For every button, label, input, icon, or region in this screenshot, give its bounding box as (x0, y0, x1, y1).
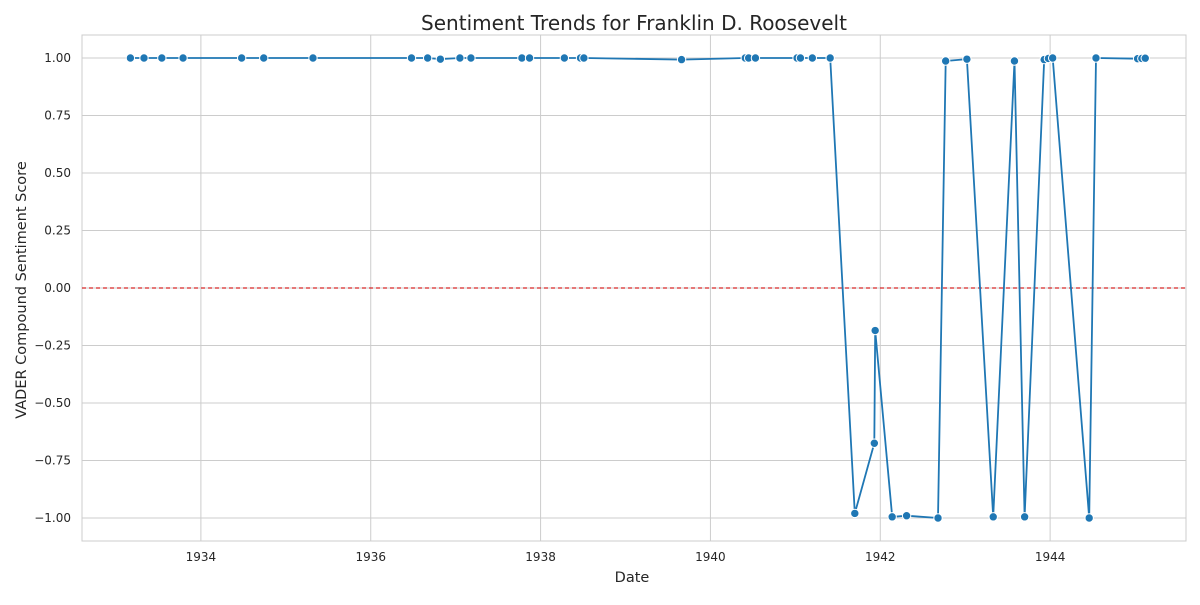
data-point (178, 53, 188, 63)
y-tick-label: 0.75 (44, 109, 71, 123)
data-point (750, 53, 761, 63)
data-point (435, 54, 446, 64)
data-point (1084, 513, 1094, 523)
data-point (308, 53, 318, 63)
y-tick-label: 0.25 (44, 224, 71, 238)
data-point (869, 438, 880, 448)
data-point (1047, 53, 1058, 63)
data-point (466, 53, 476, 63)
data-point (850, 508, 860, 519)
y-axis-title: VADER Compound Sentiment Score (14, 161, 30, 419)
y-tick-label: 1.00 (44, 51, 71, 65)
data-point (1019, 512, 1030, 522)
data-point (236, 53, 247, 63)
data-point (157, 53, 167, 63)
x-tick-labels: 1934 1936 1938 1940 1942 1944 (186, 550, 1066, 564)
x-tick-label: 1934 (186, 550, 217, 564)
series-layer (125, 53, 1150, 523)
data-point (1091, 53, 1101, 63)
data-point (988, 512, 998, 522)
data-point (940, 56, 951, 66)
y-tick-label: −1.00 (34, 511, 71, 525)
data-point (870, 325, 880, 336)
data-point (676, 54, 687, 65)
data-point (579, 53, 589, 63)
y-tick-labels: 1.00 0.75 0.50 0.25 0.00 −0.25 −0.50 −0.75 −1.00 (34, 51, 71, 525)
grid-layer (82, 35, 1186, 541)
data-point (1009, 56, 1020, 66)
y-tick-label: 0.50 (44, 166, 71, 180)
x-tick-label: 1938 (525, 550, 556, 564)
y-tick-label: −0.75 (34, 454, 71, 468)
x-tick-label: 1942 (865, 550, 896, 564)
y-tick-label: −0.50 (34, 396, 71, 410)
data-point (807, 53, 818, 63)
data-point (455, 53, 465, 63)
data-point (259, 53, 269, 63)
data-point (139, 53, 149, 63)
chart-title: Sentiment Trends for Franklin D. Rooseve… (421, 11, 847, 35)
data-point (933, 513, 943, 523)
data-point (125, 53, 136, 63)
x-tick-label: 1940 (695, 550, 726, 564)
data-point (825, 53, 835, 63)
x-axis-title: Date (615, 570, 650, 586)
data-point (517, 53, 527, 63)
data-point (795, 53, 806, 63)
y-tick-label: 0.00 (44, 281, 71, 295)
data-point (422, 53, 433, 63)
data-point (524, 53, 535, 63)
data-point (1140, 53, 1150, 63)
x-tick-label: 1944 (1035, 550, 1066, 564)
data-point (406, 53, 417, 63)
x-tick-label: 1936 (355, 550, 386, 564)
data-point (887, 512, 897, 522)
data-point (901, 511, 912, 521)
y-tick-label: −0.25 (34, 339, 71, 353)
data-point (962, 54, 972, 64)
data-point (559, 53, 570, 63)
